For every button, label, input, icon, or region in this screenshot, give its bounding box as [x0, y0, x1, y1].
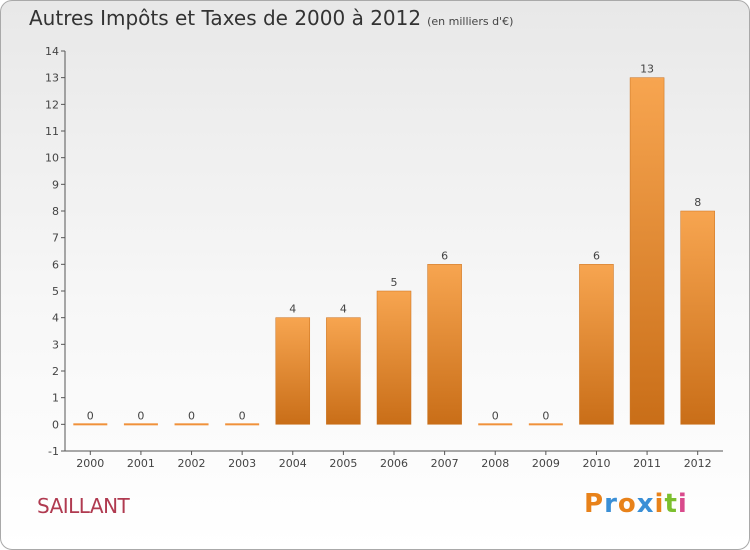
y-tick-label: 14 [45, 45, 59, 58]
chart-unit: (en milliers d'€) [427, 15, 514, 28]
x-tick-label: 2009 [532, 457, 560, 470]
x-tick-label: 2008 [481, 457, 509, 470]
data-label: 0 [87, 409, 94, 422]
y-tick-label: 6 [52, 258, 59, 271]
y-tick-label: 2 [52, 365, 59, 378]
bar [376, 290, 412, 425]
y-tick-label: 11 [45, 125, 59, 138]
x-tick-label: 2000 [76, 457, 104, 470]
bar [225, 423, 260, 426]
bar [427, 264, 462, 425]
data-label: 0 [492, 409, 499, 422]
y-tick-label: 3 [52, 338, 59, 351]
chart-title: Autres Impôts et Taxes de 2000 à 2012 (en… [29, 6, 513, 30]
x-tick-label: 2010 [582, 457, 610, 470]
city-name: SAILLANT [37, 494, 130, 518]
logo-letter: r [604, 489, 618, 519]
x-tick-label: 2005 [329, 457, 357, 470]
x-tick-label: 2007 [431, 457, 459, 470]
bar [478, 423, 513, 426]
data-label: 6 [441, 249, 448, 262]
x-tick-label: 2006 [380, 457, 408, 470]
y-tick-label: 4 [52, 312, 59, 325]
bar [680, 210, 715, 425]
y-tick-label: 10 [45, 152, 59, 165]
data-label: 0 [137, 409, 144, 422]
bar [73, 423, 108, 426]
y-tick-label: 9 [52, 178, 59, 191]
logo-letter: x [636, 489, 655, 519]
logo-letter: i [654, 489, 665, 519]
x-tick-label: 2004 [279, 457, 307, 470]
data-label: 5 [391, 276, 398, 289]
bar [326, 317, 361, 425]
bar [275, 317, 311, 425]
logo-letter: o [617, 489, 637, 519]
x-tick-label: 2011 [633, 457, 661, 470]
bar [174, 423, 209, 426]
data-label: 4 [340, 303, 347, 316]
data-label: 6 [593, 249, 600, 262]
y-tick-label: 5 [52, 285, 59, 298]
x-tick-label: 2002 [178, 457, 206, 470]
y-tick-label: -1 [48, 445, 59, 458]
data-label: 0 [188, 409, 195, 422]
bar [123, 423, 158, 426]
data-label: 13 [640, 63, 654, 76]
proxiti-logo[interactable]: Proxiti [584, 489, 688, 519]
y-tick-label: 1 [52, 392, 59, 405]
x-tick-label: 2003 [228, 457, 256, 470]
logo-letter: i [677, 489, 688, 519]
y-tick-label: 0 [52, 418, 59, 431]
data-label: 0 [239, 409, 246, 422]
y-tick-label: 13 [45, 72, 59, 85]
bar [528, 423, 563, 426]
y-tick-label: 8 [52, 205, 59, 218]
bar [629, 77, 665, 425]
bar [579, 264, 614, 425]
logo-letter: t [664, 489, 678, 519]
x-tick-label: 2001 [127, 457, 155, 470]
data-label: 8 [694, 196, 701, 209]
data-label: 4 [289, 303, 296, 316]
y-tick-label: 12 [45, 98, 59, 111]
logo-letter: P [584, 489, 605, 519]
x-tick-label: 2012 [684, 457, 712, 470]
y-tick-label: 7 [52, 232, 59, 245]
chart-title-text: Autres Impôts et Taxes de 2000 à 2012 [29, 6, 422, 30]
bars [73, 77, 715, 426]
data-label: 0 [542, 409, 549, 422]
labels: 0 0 0 0 4 4 5 6 0 0 6 13 8 [87, 63, 701, 423]
